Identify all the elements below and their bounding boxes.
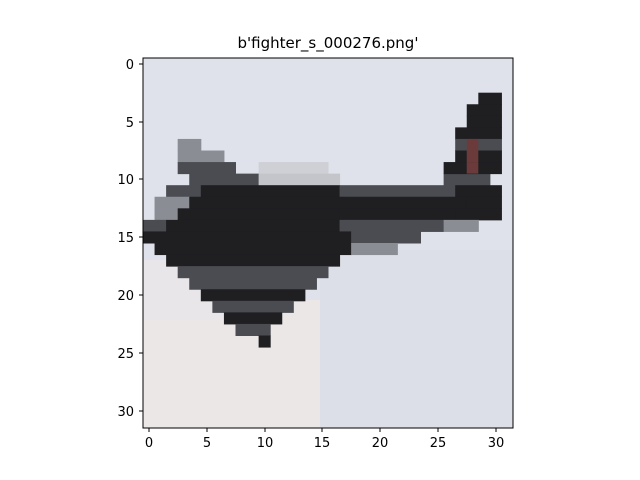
aircraft-pixel-block — [351, 243, 398, 256]
aircraft-pixel-block — [455, 208, 502, 221]
aircraft-pixel-block — [455, 127, 502, 140]
aircraft-pixel-block — [258, 173, 341, 186]
y-axis: 0 5 10 15 20 25 — [117, 58, 143, 420]
y-tick: 30 — [117, 405, 143, 420]
aircraft-pixel-block — [443, 219, 479, 232]
aircraft-pixel-block — [143, 219, 167, 232]
x-axis: 0 5 10 15 20 25 — [145, 428, 504, 451]
aircraft-pixel-block — [339, 185, 456, 198]
x-tick-label: 0 — [145, 436, 153, 451]
y-tick: 0 — [126, 58, 143, 73]
aircraft-pixel-block — [466, 196, 502, 209]
aircraft-pixel-block — [154, 243, 352, 256]
aircraft-pixel-block — [258, 335, 271, 348]
aircraft-pixel-block — [455, 150, 502, 163]
x-tick-label: 5 — [203, 436, 211, 451]
aircraft-pixel-block — [166, 254, 341, 267]
aircraft-pixel-block — [154, 208, 179, 221]
y-tick-label: 30 — [117, 405, 134, 420]
aircraft-pixel-block — [200, 289, 306, 302]
aircraft-pixel-block — [466, 104, 502, 117]
tail-accent-pixel — [466, 150, 479, 163]
y-tick: 5 — [126, 116, 143, 131]
y-tick-label: 10 — [117, 173, 134, 188]
aircraft-pixel-block — [166, 219, 341, 232]
x-tick-label: 10 — [257, 436, 274, 451]
aircraft-pixel-block — [328, 196, 468, 209]
aircraft-pixel-block — [455, 185, 502, 198]
figure-title: b'fighter_s_000276.png' — [238, 34, 419, 53]
aircraft-pixel-block — [177, 138, 202, 151]
x-tick: 25 — [430, 428, 447, 451]
aircraft-pixel-block — [212, 300, 294, 313]
y-tick: 25 — [117, 347, 143, 362]
aircraft-pixel-block — [177, 150, 225, 163]
y-tick-label: 20 — [117, 289, 134, 304]
x-tick-label: 25 — [430, 436, 447, 451]
aircraft-pixel-block — [200, 185, 341, 198]
aircraft-pixel-block — [189, 196, 329, 209]
axes-frame — [142, 57, 514, 429]
photo-fighter-jet — [143, 58, 513, 428]
y-tick: 20 — [117, 289, 143, 304]
aircraft-pixel-block — [154, 196, 190, 209]
aircraft-pixel-block — [177, 266, 329, 279]
x-tick: 0 — [145, 428, 153, 451]
lower-right-sky — [320, 250, 513, 428]
aircraft-pixel-block — [339, 208, 456, 221]
tail-accent-pixel — [466, 162, 479, 174]
aircraft-pixel-block — [339, 219, 445, 232]
tail-accent-pixel — [466, 138, 479, 151]
aircraft-pixel-block — [223, 312, 283, 325]
aircraft-pixel-block — [189, 173, 260, 186]
aircraft-pixel-block — [258, 162, 329, 175]
x-tick: 5 — [203, 428, 211, 451]
aircraft-pixel-block — [143, 231, 352, 244]
x-tick: 10 — [257, 428, 274, 451]
y-tick-label: 15 — [117, 231, 134, 246]
y-tick: 10 — [117, 173, 143, 188]
y-tick-label: 5 — [126, 116, 134, 131]
x-tick: 15 — [314, 428, 331, 451]
aircraft-pixel-block — [478, 92, 502, 105]
aircraft-pixel-block — [443, 173, 491, 186]
x-tick: 20 — [372, 428, 389, 451]
aircraft-pixel-block — [189, 277, 317, 290]
aircraft-pixel-block — [351, 231, 421, 244]
x-tick-label: 15 — [314, 436, 331, 451]
aircraft-pixel-block — [466, 115, 502, 128]
aircraft-pixel-block — [235, 323, 271, 336]
x-tick-label: 30 — [488, 436, 505, 451]
aircraft-pixel-block — [177, 162, 236, 175]
aircraft-pixels — [143, 92, 502, 348]
x-tick-label: 20 — [372, 436, 389, 451]
y-tick: 15 — [117, 231, 143, 246]
x-tick: 30 — [488, 428, 505, 451]
aircraft-pixel-block — [177, 208, 341, 221]
y-tick-label: 0 — [126, 58, 134, 73]
y-tick-label: 25 — [117, 347, 134, 362]
aircraft-pixel-block — [455, 138, 502, 151]
